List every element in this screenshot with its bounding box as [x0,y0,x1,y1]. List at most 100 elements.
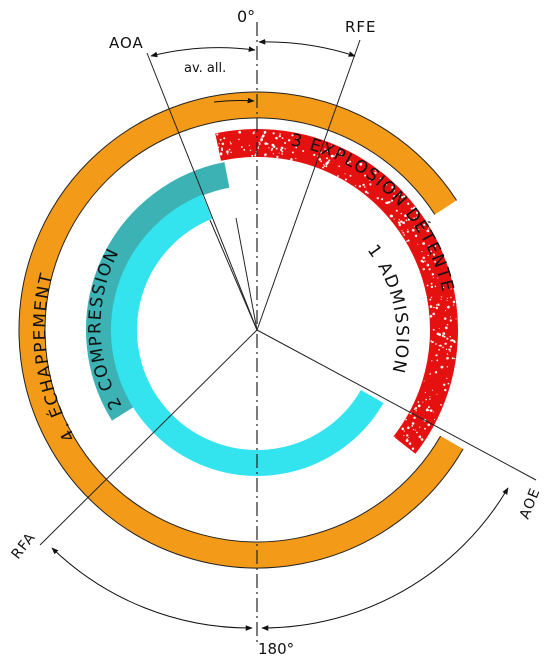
speckle-dot [430,340,433,342]
speckle-dot [425,398,427,401]
speckle-dot [398,222,401,225]
speckle-dot [428,227,430,229]
rfe-label: RFE [345,18,377,36]
arrow-aoa-tdc [150,46,256,58]
speckle-dot [258,143,261,146]
speckle-dot [439,344,442,347]
speckle-dot [364,174,367,177]
speckle-dot [398,223,402,227]
speckle-dot [337,175,339,177]
speckle-dot [432,276,434,279]
speckle-dot [401,230,403,232]
speckle-dot [275,147,278,150]
speckle-dot [405,219,408,222]
speckle-dot [442,383,446,387]
admission-label: 1 ADMISSION [363,241,412,376]
radial-line-aoe [256,329,537,481]
speckle-dot [389,214,393,218]
speckle-dot [451,357,454,360]
speckle-dot [275,136,278,140]
speckle-dot [423,223,426,226]
speckle-dot [359,162,363,166]
speckle-dot [403,435,405,437]
explosion-label: 3 EXPLOSION DÉTENTE [289,130,458,294]
speckle-dot [355,167,357,169]
speckle-dot [325,165,328,168]
speckle-dot [221,142,225,146]
speckle-dot [446,377,448,380]
explosion-texture [216,130,457,450]
radial-lines [39,39,537,546]
angle-180-label: 180° [258,640,294,658]
speckle-dot [446,353,449,355]
speckle-dot [404,214,407,217]
speckle-dot [344,173,346,175]
speckle-dot [431,273,434,276]
speckle-dot [434,285,437,288]
speckle-dot [249,149,252,151]
speckle-dot [432,253,436,256]
speckle-dot [454,358,456,360]
speckle-dot [263,130,267,134]
speckle-dot [228,148,231,151]
speckle-dot [369,183,372,186]
speckle-dot [288,139,291,142]
speckle-dot [424,391,427,394]
speckle-dot [402,221,405,225]
speckle-dot [447,382,450,385]
speckle-dot [358,185,362,188]
radial-line-aoa [146,52,258,331]
speckle-dot [226,152,229,155]
speckle-dot [446,366,449,368]
admission-band [111,194,384,476]
speckle-dot [408,437,410,439]
speckle-dot [420,259,424,263]
speckle-dot [323,163,325,166]
speckle-dot [441,334,444,337]
speckle-dot [407,202,410,205]
speckle-dot [264,142,268,145]
speckle-dot [442,332,446,335]
speckle-dot [427,423,431,427]
speckle-dot [223,137,225,139]
speckle-dot [415,410,417,412]
speckle-dot [412,428,415,431]
speckle-dot [446,300,448,302]
speckle-dot [302,150,305,152]
arrow-tdc-rfe [258,39,356,57]
speckle-dot [436,359,439,362]
speckle-dot [266,143,269,145]
speckle-dot [435,306,439,310]
speckle-dot [422,256,425,260]
speckle-dot [400,220,403,223]
speckle-dot [418,435,422,439]
explosion-detente-band [215,129,459,454]
speckle-dot [393,195,396,198]
speckle-dot [330,154,334,158]
speckle-dot [335,154,337,156]
speckle-dot [278,135,281,138]
speckle-dot [448,348,451,351]
speckle-dot [428,245,431,248]
speckle-dot [295,138,298,141]
speckle-dot [432,341,434,343]
speckle-dot [435,354,438,357]
speckle-dot [426,263,430,267]
speckle-dot [449,316,452,318]
speckle-dot [446,356,449,360]
speckle-dot [326,160,330,164]
speckle-dot [411,447,415,450]
speckle-dot [284,142,287,144]
speckle-dot [416,431,418,434]
speckle-dot [259,142,261,144]
radial-line-small-2 [235,217,258,331]
speckle-dot [272,153,275,155]
speckle-dot [400,212,403,215]
speckle-dot [438,327,440,329]
speckle-dot [429,305,433,308]
speckle-dot [338,150,341,153]
speckle-dot [230,143,232,145]
speckle-dot [434,245,437,247]
speckle-dot [415,216,418,219]
speckle-dot [443,317,447,320]
